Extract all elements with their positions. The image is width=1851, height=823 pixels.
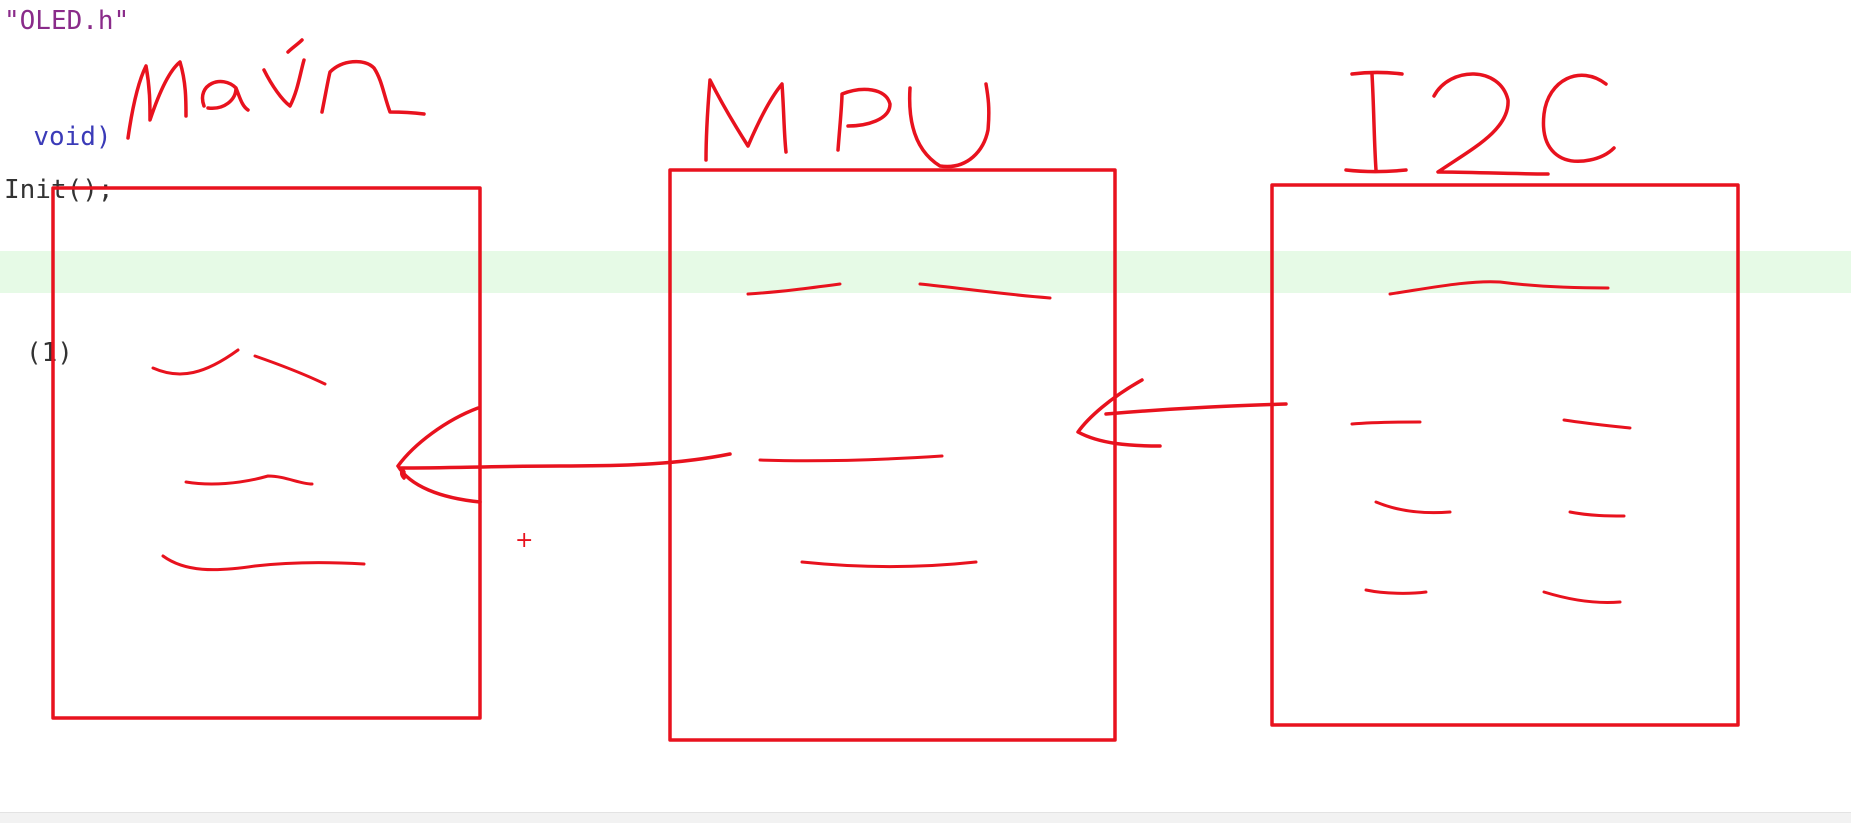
mpu-box-line-1 [746, 282, 1052, 300]
mpu-label [704, 78, 991, 169]
code-line-while-loop: (1) [26, 338, 73, 368]
main-box-line-3 [161, 554, 366, 572]
mpu-box-line-3 [800, 560, 978, 568]
arrow-mpu-to-main [396, 406, 732, 504]
code-line-include: "OLED.h" [4, 6, 130, 36]
i2c-box [1270, 183, 1740, 727]
crosshair-cursor-icon: + [515, 528, 534, 553]
i2c-box-line-4 [1364, 588, 1622, 604]
main-box-line-1 [151, 348, 327, 386]
main-box [51, 186, 482, 720]
i2c-box-line-3 [1374, 500, 1626, 518]
i2c-box-line-2 [1350, 418, 1632, 430]
mpu-box [668, 168, 1117, 742]
void-keyword: void) [33, 122, 112, 152]
arrow-i2c-to-mpu [1076, 378, 1288, 448]
main-box-line-2 [184, 474, 314, 486]
code-line-init-call: Init(); [4, 175, 114, 205]
mpu-box-line-2 [758, 454, 944, 463]
i2c-label [1344, 70, 1616, 176]
code-line-main-signature: void) [2, 92, 112, 152]
main-label [126, 38, 426, 140]
status-strip [0, 812, 1851, 823]
i2c-box-line-1 [1388, 280, 1610, 296]
